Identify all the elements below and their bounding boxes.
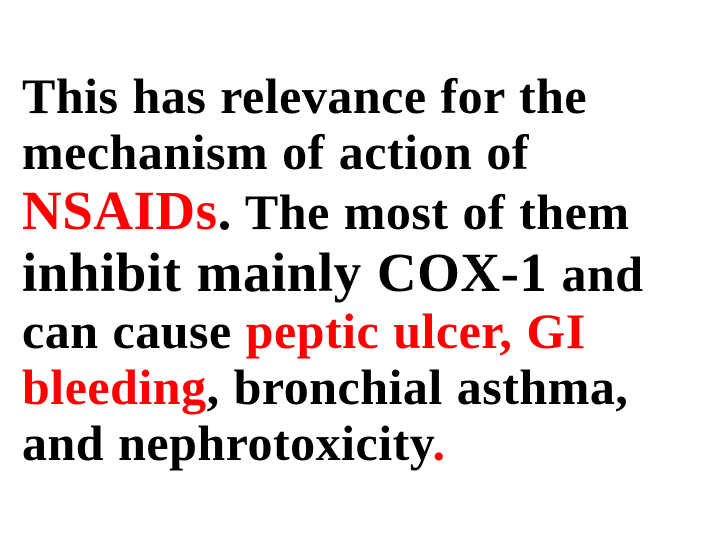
text-segment: and nephrotoxicity — [22, 415, 433, 471]
paragraph: This has relevance for the mechanism of … — [22, 68, 698, 471]
text-segment: The most of them — [232, 184, 630, 240]
highlight-cox1: inhibit mainly COX-1 — [22, 242, 547, 303]
slide-body: This has relevance for the mechanism of … — [0, 0, 720, 540]
text-segment: , bronchial asthma, — [207, 359, 629, 415]
text-segment: This has relevance for the mechanism of … — [22, 68, 587, 180]
highlight-nsaids: NSAIDs — [22, 180, 218, 241]
text-segment: . — [218, 180, 232, 241]
highlight-period: . — [433, 415, 446, 471]
